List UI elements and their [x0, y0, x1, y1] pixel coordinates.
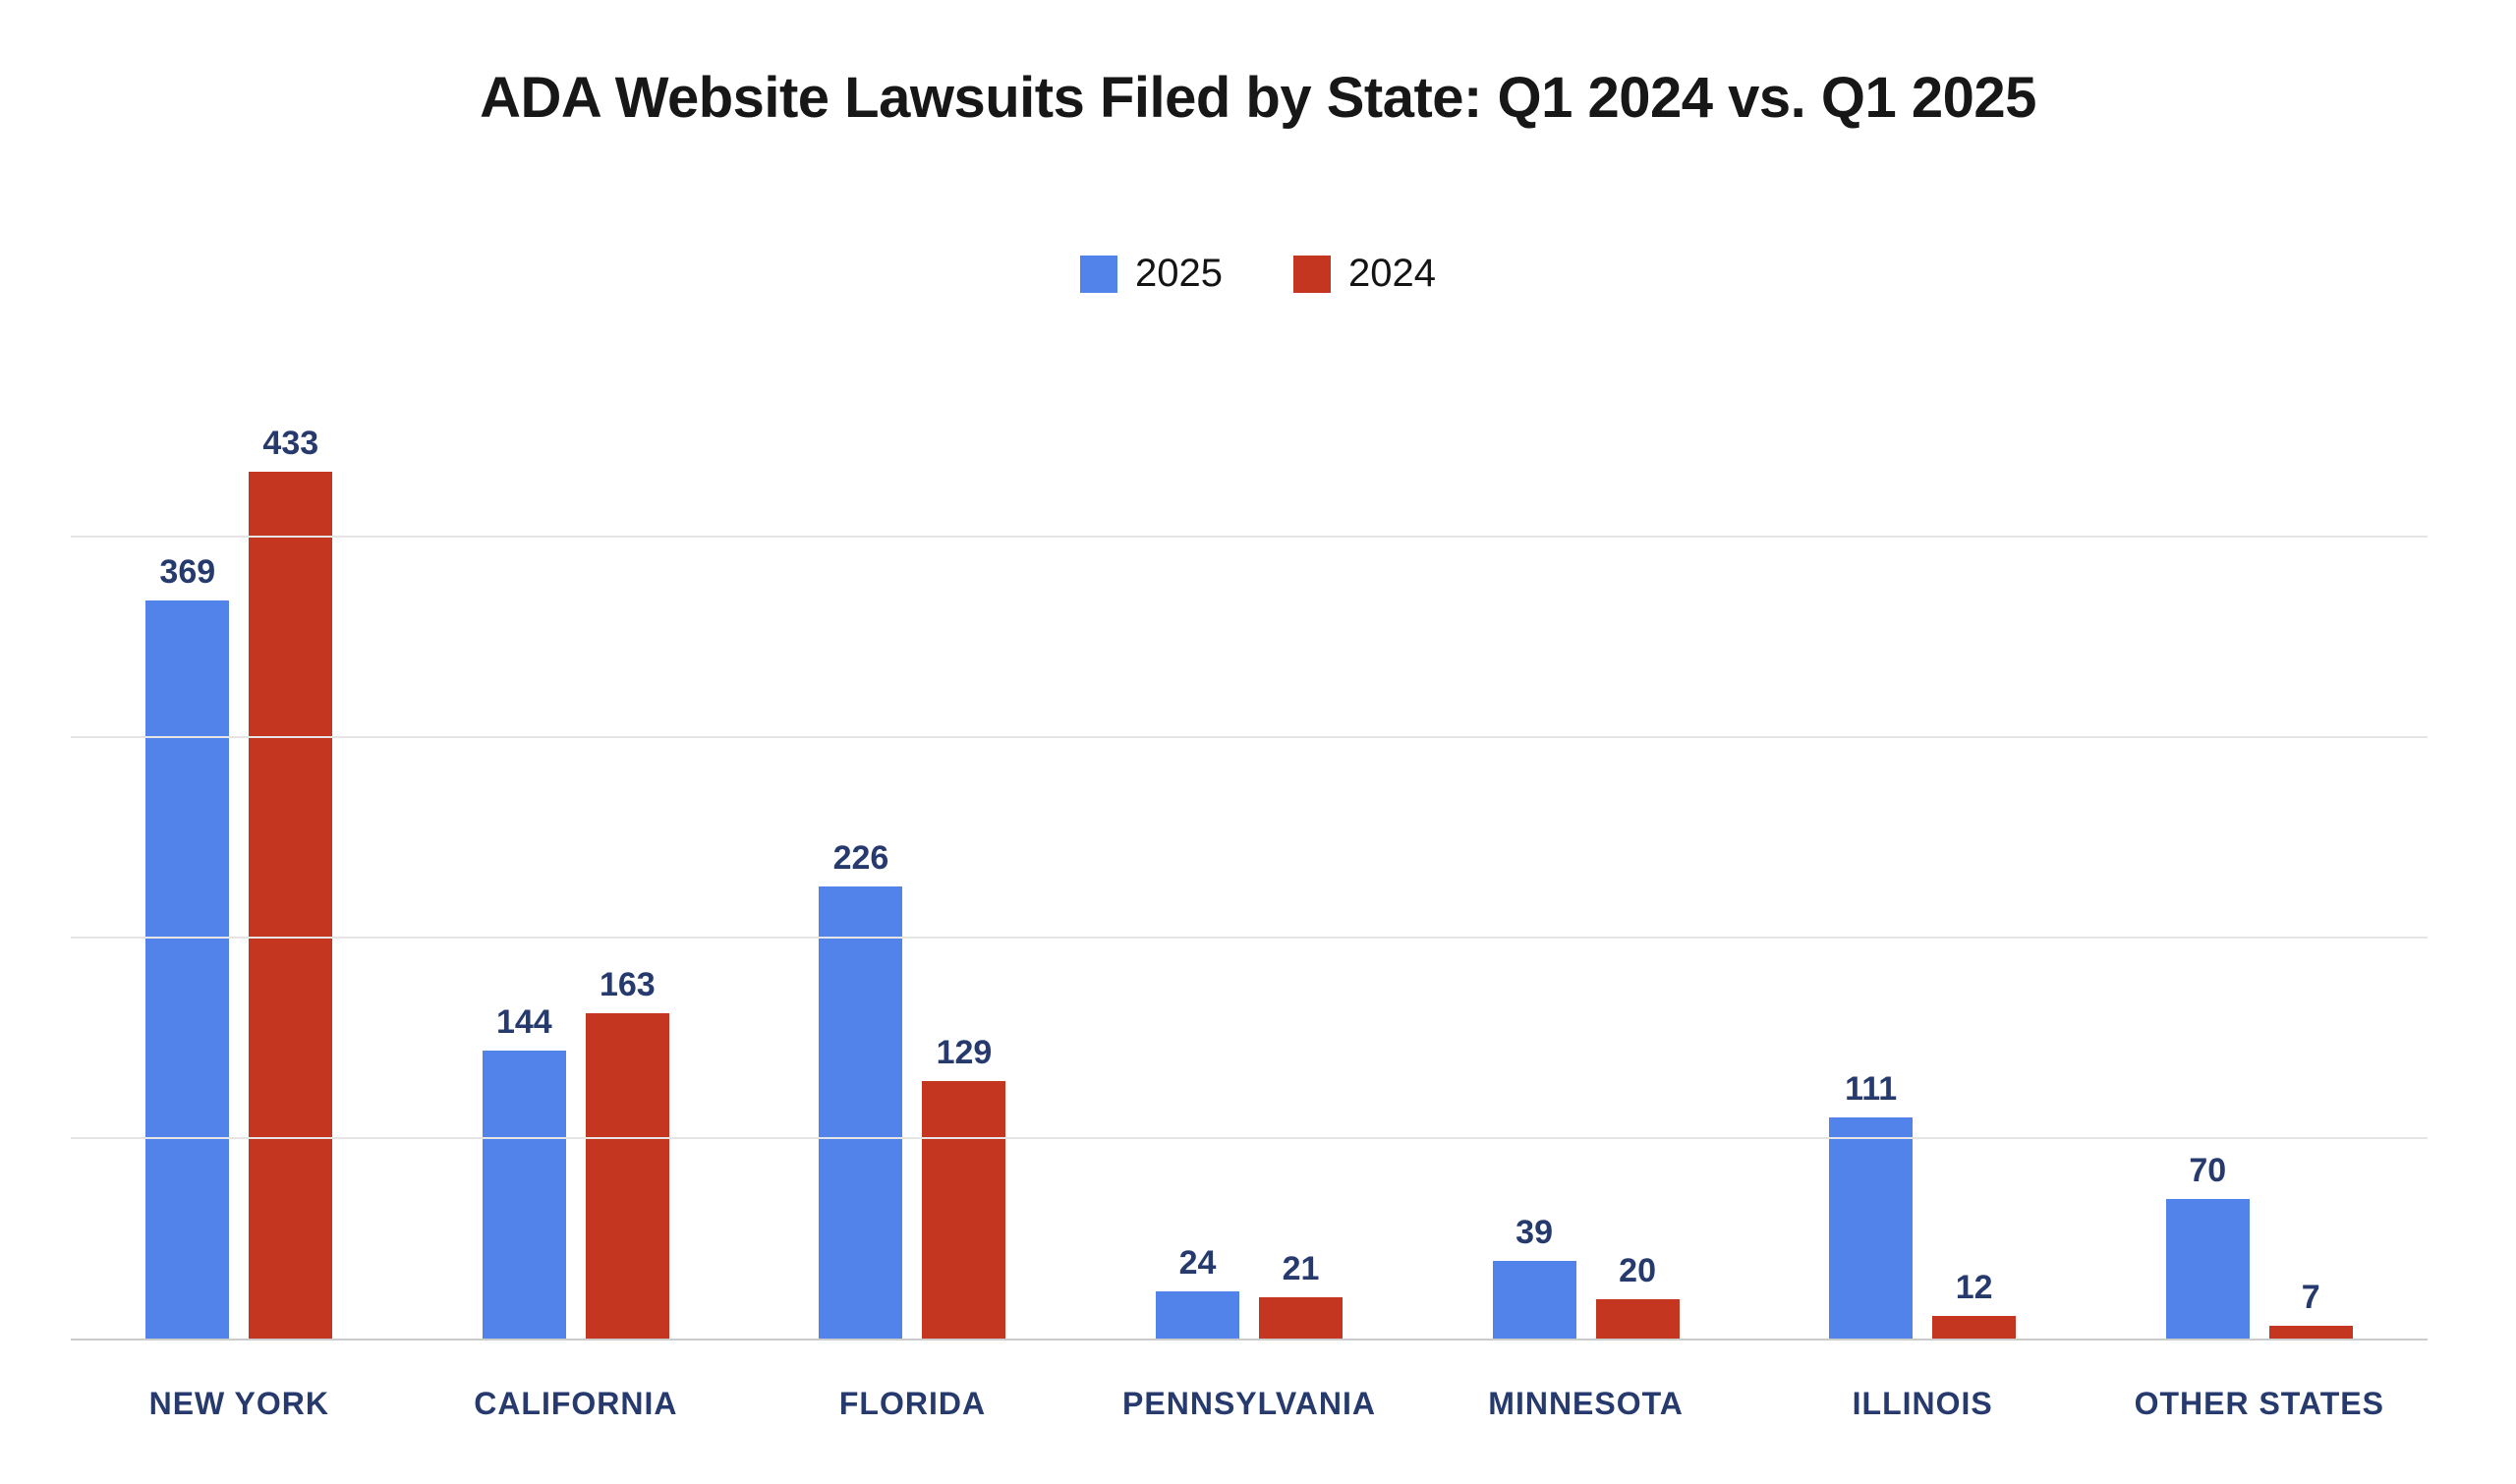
bar-2025-minnesota	[1492, 1261, 1576, 1340]
bar-2025-new-york	[145, 600, 230, 1340]
legend-label-2024: 2024	[1348, 252, 1436, 295]
bar-wrap-2025-illinois: 111	[1829, 1069, 1914, 1340]
bar-2025-california	[482, 1051, 566, 1340]
legend-item-2024: 2024	[1293, 252, 1436, 296]
axis-label-florida: FLORIDA	[838, 1386, 987, 1421]
legend-swatch-2024-icon	[1293, 255, 1331, 293]
bar-value-label-2024-minnesota: 20	[1619, 1251, 1656, 1289]
bar-group-pennsylvania: 24 21	[1081, 472, 1418, 1340]
gridline-200	[71, 937, 2428, 939]
legend: 2025 2024	[0, 252, 2516, 296]
legend-label-2025: 2025	[1135, 252, 1223, 295]
bar-value-label-2025-new-york: 369	[159, 552, 216, 591]
plot-area: 369 433 144 163 226 129 24 21 39 20 111 12 70 7	[71, 425, 2428, 1341]
bar-2025-illinois	[1829, 1117, 1914, 1340]
bar-group-new-york: 369 433	[71, 425, 408, 1340]
gridline-400	[71, 536, 2428, 538]
bar-wrap-2025-california: 144	[482, 1002, 566, 1340]
legend-item-2025: 2025	[1080, 252, 1223, 296]
bar-2024-pennsylvania	[1259, 1297, 1344, 1340]
bar-2025-florida	[819, 886, 903, 1340]
bar-2024-other-states	[2268, 1326, 2353, 1340]
bar-wrap-2025-minnesota: 39	[1492, 1213, 1576, 1340]
bar-value-label-2024-other-states: 7	[2301, 1278, 2320, 1316]
bar-2024-illinois	[1932, 1316, 2017, 1340]
bar-group-florida: 226 129	[744, 472, 1081, 1340]
bar-wrap-2025-pennsylvania: 24	[1156, 1243, 1240, 1340]
bar-value-label-2025-california: 144	[495, 1002, 552, 1041]
axis-label-pennsylvania: PENNSYLVANIA	[1122, 1386, 1376, 1421]
bar-2024-florida	[922, 1081, 1006, 1340]
bar-2024-california	[585, 1013, 669, 1340]
bar-value-label-2025-florida: 226	[832, 838, 889, 877]
gridline-300	[71, 736, 2428, 738]
bar-wrap-2025-other-states: 70	[2165, 1151, 2250, 1340]
legend-swatch-2025-icon	[1080, 255, 1118, 293]
bar-wrap-2024-minnesota: 20	[1595, 1251, 1680, 1340]
bar-wrap-2024-other-states: 7	[2268, 1278, 2353, 1340]
bar-group-california: 144 163	[408, 472, 745, 1340]
axis-label-illinois: ILLINOIS	[1852, 1386, 1993, 1421]
bar-groups: 369 433 144 163 226 129 24 21 39 20 111 12 70 7	[71, 425, 2428, 1340]
bar-value-label-2025-minnesota: 39	[1515, 1213, 1553, 1251]
bar-wrap-2024-new-york: 433	[249, 424, 333, 1340]
bar-2025-pennsylvania	[1156, 1291, 1240, 1340]
bar-wrap-2025-new-york: 369	[145, 552, 230, 1340]
bar-wrap-2025-florida: 226	[819, 838, 903, 1340]
x-axis-baseline	[71, 1339, 2428, 1341]
bar-wrap-2024-illinois: 12	[1932, 1268, 2017, 1340]
bar-value-label-2024-new-york: 433	[262, 424, 319, 462]
chart-title: ADA Website Lawsuits Filed by State: Q1 …	[480, 66, 2036, 130]
bar-value-label-2025-illinois: 111	[1845, 1069, 1898, 1108]
gridline-100	[71, 1137, 2428, 1139]
bar-wrap-2024-california: 163	[585, 965, 669, 1340]
bar-group-minnesota: 39 20	[1417, 472, 1754, 1340]
bar-value-label-2024-pennsylvania: 21	[1282, 1249, 1320, 1287]
x-axis-labels: NEW YORK CALIFORNIA FLORIDA PENNSYLVANIA MIN…	[71, 1386, 2428, 1422]
axis-label-california: CALIFORNIA	[474, 1386, 678, 1421]
axis-label-minnesota: MINNESOTA	[1488, 1386, 1684, 1421]
bar-wrap-2024-florida: 129	[922, 1033, 1006, 1340]
bar-group-other-states: 70 7	[2090, 472, 2428, 1340]
bar-group-illinois: 111 12	[1754, 472, 2091, 1340]
bar-value-label-2024-illinois: 12	[1955, 1268, 1993, 1306]
bar-value-label-2025-pennsylvania: 24	[1178, 1243, 1217, 1282]
axis-label-new-york: NEW YORK	[148, 1386, 329, 1421]
bar-wrap-2024-pennsylvania: 21	[1259, 1249, 1344, 1340]
bar-2024-minnesota	[1595, 1299, 1680, 1340]
bar-2024-new-york	[249, 472, 333, 1340]
bar-value-label-2025-other-states: 70	[2189, 1151, 2227, 1189]
bar-2025-other-states	[2165, 1199, 2250, 1340]
bar-value-label-2024-florida: 129	[936, 1033, 993, 1071]
axis-label-other-states: OTHER STATES	[2134, 1386, 2384, 1421]
bar-value-label-2024-california: 163	[599, 965, 656, 1003]
